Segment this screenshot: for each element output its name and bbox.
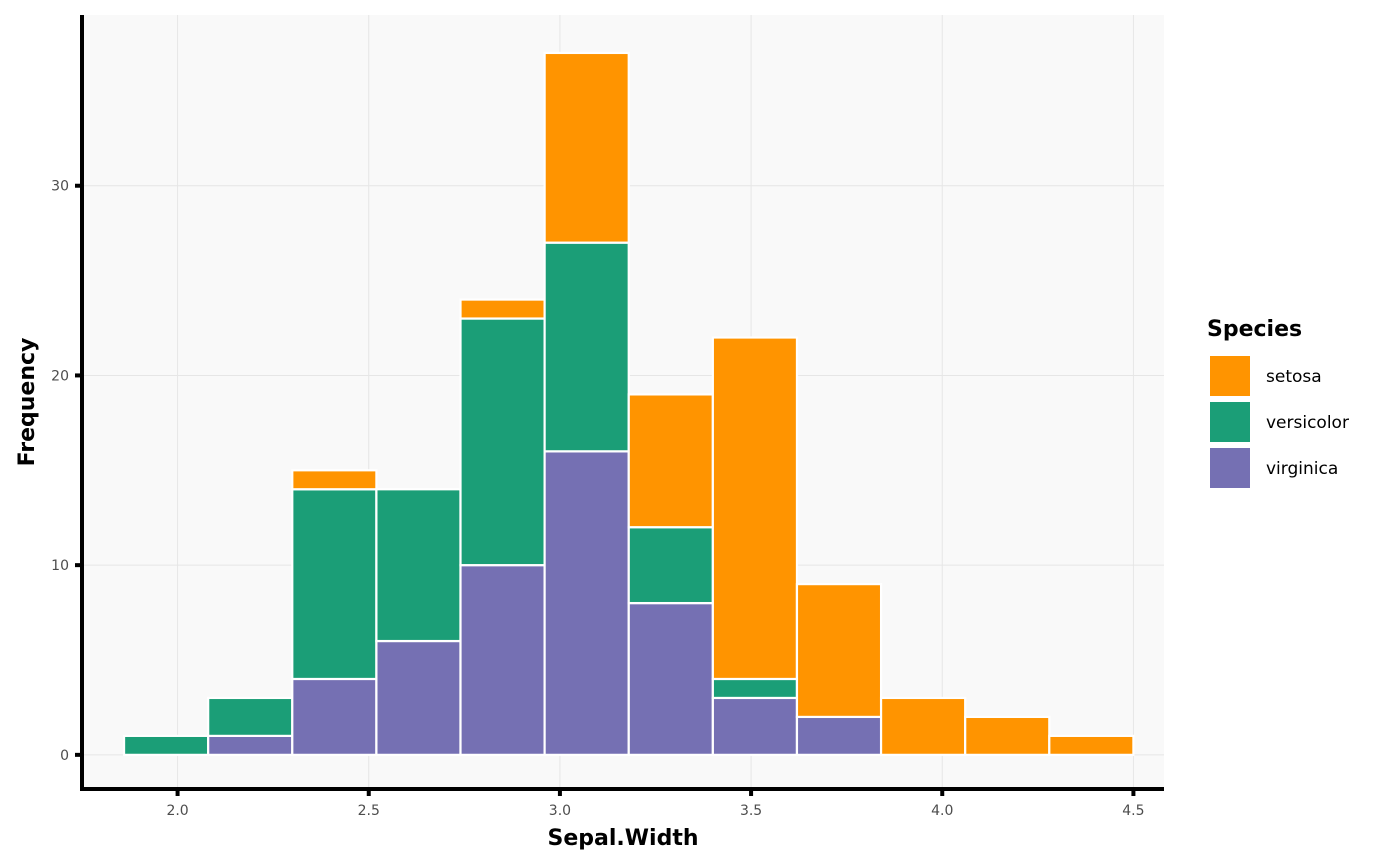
x-tick-label-4: 4.0	[931, 803, 953, 819]
y-tick-label-2: 20	[51, 368, 69, 384]
bar-setosa-2	[291, 469, 378, 491]
bar-versicolor-1	[207, 696, 294, 737]
bar-virginica-7	[711, 696, 799, 756]
legend-title: Species	[1207, 317, 1302, 342]
legend-label-setosa: setosa	[1266, 367, 1322, 387]
bar-virginica-5	[543, 450, 630, 756]
bar-versicolor-2	[291, 488, 378, 681]
bar-virginica-1	[207, 734, 294, 756]
y-tick-label-0: 0	[60, 748, 69, 764]
y-axis-title: Frequency	[15, 338, 40, 467]
bar-setosa-5	[543, 51, 630, 244]
x-tick-label-0: 2.0	[166, 803, 188, 819]
bar-virginica-2	[291, 677, 378, 756]
bar-versicolor-0	[122, 734, 210, 756]
legend-label-virginica: virginica	[1266, 459, 1338, 479]
bar-versicolor-7	[711, 677, 799, 700]
axes	[75, 15, 1164, 796]
x-tick-label-1: 2.5	[358, 803, 380, 819]
bar-setosa-11	[1048, 734, 1135, 756]
x-tick-label-3: 3.5	[740, 803, 762, 819]
legend-swatch-virginica	[1208, 446, 1252, 490]
bar-setosa-9	[879, 696, 967, 756]
x-tick-label-5: 4.5	[1122, 803, 1144, 819]
bar-versicolor-5	[543, 241, 630, 453]
legend: Species setosa versicolor virginica	[1207, 317, 1349, 490]
bar-versicolor-6	[627, 526, 714, 605]
y-tick-label-3: 30	[51, 179, 69, 195]
bar-versicolor-4	[459, 317, 546, 567]
y-tick-label-1: 10	[51, 558, 69, 574]
legend-swatch-versicolor	[1208, 400, 1252, 444]
bar-setosa-8	[795, 583, 883, 719]
x-tick-label-2: 3.0	[549, 803, 571, 819]
legend-label-versicolor: versicolor	[1266, 413, 1349, 433]
tick-labels: 2.0 2.5 3.0 3.5 4.0 4.5 0 10 20 30	[51, 179, 1144, 819]
bar-virginica-4	[459, 564, 546, 756]
x-axis-title: Sepal.Width	[548, 826, 699, 851]
bar-virginica-8	[795, 715, 883, 756]
bar-setosa-7	[711, 336, 799, 681]
bar-setosa-6	[627, 393, 714, 529]
bar-setosa-4	[459, 298, 546, 320]
bar-setosa-10	[964, 715, 1051, 756]
bar-virginica-6	[627, 601, 714, 756]
bars	[122, 51, 1135, 756]
bar-virginica-3	[375, 639, 462, 756]
legend-swatch-setosa	[1208, 354, 1252, 398]
bar-versicolor-3	[375, 488, 462, 643]
